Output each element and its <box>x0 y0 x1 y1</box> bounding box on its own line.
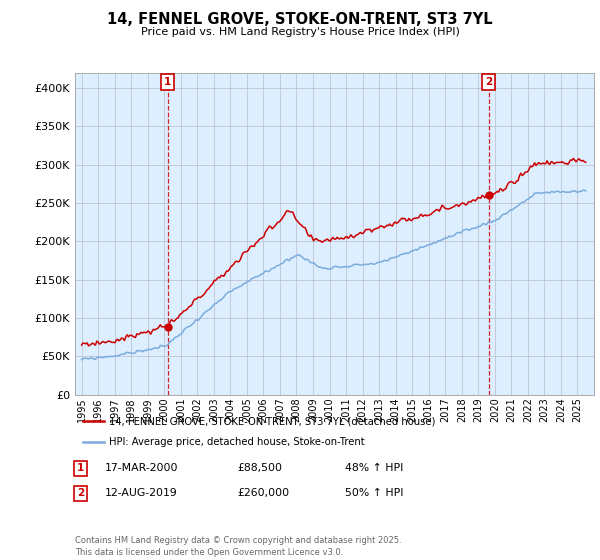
Text: 17-MAR-2000: 17-MAR-2000 <box>105 463 179 473</box>
Text: 50% ↑ HPI: 50% ↑ HPI <box>345 488 404 498</box>
Text: £260,000: £260,000 <box>237 488 289 498</box>
Text: 14, FENNEL GROVE, STOKE-ON-TRENT, ST3 7YL: 14, FENNEL GROVE, STOKE-ON-TRENT, ST3 7Y… <box>107 12 493 27</box>
Text: 1: 1 <box>77 463 84 473</box>
Text: 12-AUG-2019: 12-AUG-2019 <box>105 488 178 498</box>
Text: 48% ↑ HPI: 48% ↑ HPI <box>345 463 403 473</box>
Text: Contains HM Land Registry data © Crown copyright and database right 2025.
This d: Contains HM Land Registry data © Crown c… <box>75 536 401 557</box>
Text: 2: 2 <box>77 488 84 498</box>
Text: Price paid vs. HM Land Registry's House Price Index (HPI): Price paid vs. HM Land Registry's House … <box>140 27 460 37</box>
Text: 1: 1 <box>164 77 172 87</box>
Text: 2: 2 <box>485 77 492 87</box>
Text: 14, FENNEL GROVE, STOKE-ON-TRENT, ST3 7YL (detached house): 14, FENNEL GROVE, STOKE-ON-TRENT, ST3 7Y… <box>109 417 435 426</box>
Text: £88,500: £88,500 <box>237 463 282 473</box>
Text: HPI: Average price, detached house, Stoke-on-Trent: HPI: Average price, detached house, Stok… <box>109 437 364 447</box>
